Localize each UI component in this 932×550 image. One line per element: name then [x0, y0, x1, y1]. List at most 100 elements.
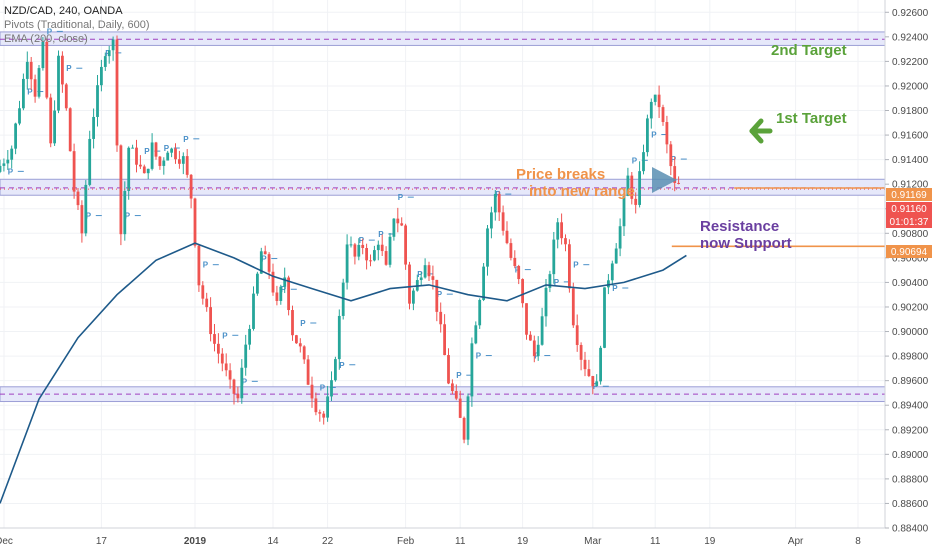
- candle-body: [443, 324, 446, 356]
- time-axis[interactable]: Dec 17 2019 14 22 Feb 11 19 Mar 11 19 Apr 8: [0, 527, 885, 547]
- candle-body: [501, 212, 505, 231]
- candle-body: [244, 344, 248, 368]
- pivot-label: P: [300, 319, 306, 328]
- candle-body: [603, 287, 606, 348]
- candle-body: [135, 147, 138, 165]
- x-tick-label: Apr: [788, 536, 804, 547]
- chart-grid: [0, 0, 885, 529]
- candle-body: [271, 271, 275, 293]
- price-breaks-label-line1: Price breaks: [516, 166, 605, 183]
- candle-body: [497, 193, 501, 213]
- x-tick-label: 11: [455, 536, 466, 547]
- candle-body: [220, 353, 224, 364]
- y-tick-label: 0.88800: [892, 474, 929, 485]
- candle-body: [532, 340, 536, 357]
- candle-body: [392, 218, 396, 237]
- pivot-label: P: [281, 285, 287, 294]
- second-target-label: 2nd Target: [771, 42, 847, 59]
- y-tick-label: 0.91600: [892, 131, 929, 142]
- candle-body: [341, 282, 345, 316]
- candle-body: [435, 279, 439, 312]
- candle-body: [404, 225, 407, 265]
- candle-body: [357, 244, 361, 257]
- y-tick-label: 0.92000: [892, 81, 929, 92]
- x-tick-label: Dec: [0, 536, 13, 547]
- candle-body: [41, 41, 45, 69]
- pivot-label: P: [86, 212, 92, 221]
- resistance-label-line2: now Support: [700, 235, 792, 252]
- x-tick-label: 8: [855, 536, 861, 547]
- candle-body: [22, 78, 25, 109]
- candle-body: [326, 396, 329, 418]
- candle-body: [447, 355, 450, 384]
- candle-body: [162, 160, 166, 166]
- triangle-right-icon: [652, 167, 677, 193]
- candle-body: [154, 142, 158, 157]
- pivot-label: P: [476, 352, 482, 361]
- candle-body: [486, 228, 489, 267]
- candle-body: [677, 182, 680, 184]
- pivot-label: P: [320, 383, 326, 392]
- ema-indicator-label[interactable]: EMA (200, close): [4, 33, 88, 45]
- candle-body: [423, 265, 427, 278]
- candle-body: [275, 292, 279, 301]
- candle-body: [107, 50, 111, 57]
- x-tick-label: 19: [704, 536, 716, 547]
- x-tick-label: 19: [517, 536, 529, 547]
- candle-body: [84, 184, 88, 234]
- candle-body: [345, 244, 349, 283]
- candle-body: [388, 236, 392, 265]
- candle-body: [267, 254, 271, 272]
- candle-body: [634, 198, 638, 205]
- candle-body: [622, 195, 626, 227]
- candle-body: [595, 381, 599, 387]
- candle-body: [72, 151, 76, 192]
- candle-body: [185, 156, 189, 175]
- first-target-label: 1st Target: [776, 110, 847, 127]
- candle-body: [291, 310, 294, 336]
- x-tick-label: Mar: [584, 536, 602, 547]
- y-tick-label: 0.90200: [892, 302, 929, 313]
- candle-body: [334, 359, 337, 381]
- candle-body: [630, 175, 634, 199]
- candle-body: [80, 205, 84, 234]
- arrow-left-icon: [749, 118, 773, 144]
- y-tick-label: 0.92200: [892, 57, 929, 68]
- pivot-label: P: [183, 135, 189, 144]
- candle-body: [380, 244, 384, 252]
- candle-body: [115, 39, 119, 146]
- candle-body: [587, 369, 591, 377]
- price-axis[interactable]: 0.92600 0.92400 0.92200 0.92000 0.91800 0.916…: [884, 0, 929, 535]
- support-resistance-zones: [0, 31, 886, 403]
- pivots-indicator-label[interactable]: Pivots (Traditional, Daily, 600): [4, 19, 150, 31]
- candle-body: [626, 175, 630, 196]
- svg-text:0.91160: 0.91160: [891, 204, 927, 215]
- candle-body: [232, 379, 236, 394]
- candle-body: [224, 363, 228, 371]
- candle-body: [174, 148, 177, 160]
- candle-body: [0, 165, 2, 172]
- candle-body: [201, 285, 205, 299]
- candle-body: [607, 280, 610, 288]
- candle-body: [45, 41, 49, 98]
- y-tick-label: 0.91200: [892, 180, 929, 191]
- pivot-label: P: [359, 236, 365, 245]
- candle-body: [256, 273, 259, 294]
- candle-body: [57, 55, 60, 111]
- candle-body: [68, 108, 72, 152]
- candle-body: [158, 156, 162, 166]
- candle-body: [139, 164, 142, 167]
- y-tick-label: 0.89400: [892, 401, 929, 412]
- candle-body: [353, 244, 357, 257]
- candle-body: [396, 218, 400, 224]
- pivot-label: P: [203, 261, 209, 270]
- candle-body: [536, 344, 540, 357]
- candle-body: [111, 39, 115, 51]
- candle-body: [287, 277, 290, 311]
- pivot-label: P: [27, 88, 33, 97]
- candle-body: [29, 61, 33, 80]
- x-tick-label: 17: [96, 536, 108, 547]
- candle-body: [564, 238, 567, 245]
- pivot-label: P: [222, 331, 228, 340]
